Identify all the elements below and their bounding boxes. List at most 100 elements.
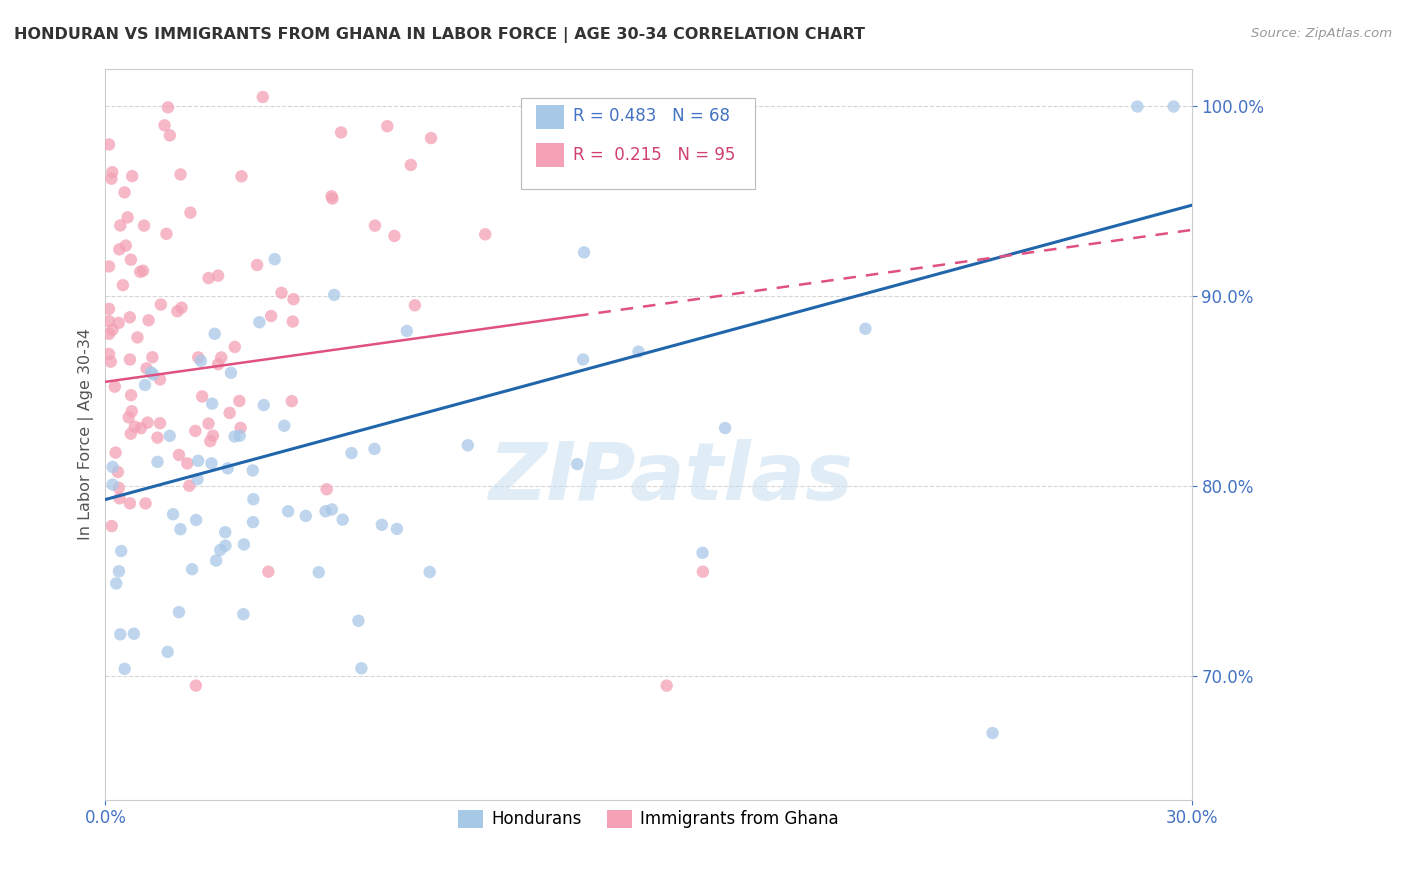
Point <box>159 128 181 143</box>
Text: HONDURAN VS IMMIGRANTS FROM GHANA IN LABOR FORCE | AGE 30-34 CORRELATION CHART: HONDURAN VS IMMIGRANTS FROM GHANA IN LAB… <box>14 27 865 43</box>
Point <box>321 502 343 516</box>
Point <box>404 298 426 312</box>
Point <box>135 496 157 510</box>
Point <box>176 457 198 471</box>
Point <box>100 171 122 186</box>
Point <box>187 351 209 365</box>
Point <box>179 479 201 493</box>
Point <box>207 268 229 283</box>
Point <box>281 394 304 409</box>
Point <box>129 265 152 279</box>
Point <box>169 522 191 536</box>
Point <box>120 388 142 402</box>
Point <box>129 421 152 435</box>
Point <box>124 419 146 434</box>
Point <box>655 679 678 693</box>
Point <box>294 508 316 523</box>
Point <box>107 316 129 330</box>
Point <box>118 352 141 367</box>
Point <box>247 315 270 329</box>
Point <box>98 260 121 274</box>
Point <box>156 645 179 659</box>
Point <box>184 513 207 527</box>
Point <box>242 515 264 529</box>
Point <box>201 396 224 410</box>
Bar <box>536 105 564 129</box>
Point <box>253 398 276 412</box>
Point <box>246 258 269 272</box>
Point <box>207 357 229 371</box>
Point <box>100 519 122 533</box>
Point <box>100 354 122 368</box>
Point <box>1126 99 1149 113</box>
Point <box>231 169 253 184</box>
Point <box>242 492 264 507</box>
Point <box>363 442 385 456</box>
Point <box>228 393 250 408</box>
Point <box>347 614 370 628</box>
Point <box>205 553 228 567</box>
Point <box>252 90 274 104</box>
Point <box>138 313 160 327</box>
Point <box>321 192 343 206</box>
Point <box>101 323 124 337</box>
Point <box>98 137 121 152</box>
Point <box>375 119 398 133</box>
Point <box>315 504 337 518</box>
Point <box>110 544 132 558</box>
Point <box>399 158 422 172</box>
Point <box>209 351 232 365</box>
Point <box>281 314 304 328</box>
Point <box>202 428 225 442</box>
Point <box>260 309 283 323</box>
Point <box>714 421 737 435</box>
Point <box>283 292 305 306</box>
Point <box>200 456 222 470</box>
Point <box>197 417 219 431</box>
Point <box>122 627 145 641</box>
Point <box>350 661 373 675</box>
Point <box>420 131 443 145</box>
Point <box>114 662 136 676</box>
Point <box>149 372 172 386</box>
Point <box>110 219 132 233</box>
Point <box>155 227 177 241</box>
Point <box>457 438 479 452</box>
Point <box>186 472 208 486</box>
Point <box>167 448 190 462</box>
Point <box>101 477 124 491</box>
Point <box>273 418 295 433</box>
Point <box>981 726 1004 740</box>
Point <box>184 424 207 438</box>
Point <box>167 605 190 619</box>
Point <box>132 219 155 233</box>
Point <box>114 186 136 200</box>
Point <box>184 679 207 693</box>
Point <box>98 314 121 328</box>
Point <box>108 243 131 257</box>
Point <box>146 455 169 469</box>
Point <box>136 416 159 430</box>
FancyBboxPatch shape <box>522 98 755 189</box>
Point <box>159 429 181 443</box>
Point <box>111 278 134 293</box>
Point <box>385 522 408 536</box>
Point <box>101 459 124 474</box>
Point <box>149 297 172 311</box>
Point <box>187 454 209 468</box>
Point <box>242 463 264 477</box>
Point <box>114 238 136 252</box>
Point <box>224 340 246 354</box>
Y-axis label: In Labor Force | Age 30-34: In Labor Force | Age 30-34 <box>79 328 94 540</box>
Point <box>330 125 353 139</box>
Point <box>474 227 496 242</box>
Point <box>169 168 191 182</box>
Point <box>214 539 236 553</box>
Point <box>166 304 188 318</box>
Point <box>627 344 650 359</box>
Point <box>120 426 142 441</box>
Legend: Hondurans, Immigrants from Ghana: Hondurans, Immigrants from Ghana <box>451 803 845 835</box>
Point <box>692 546 714 560</box>
Point <box>110 627 132 641</box>
Point <box>419 565 441 579</box>
